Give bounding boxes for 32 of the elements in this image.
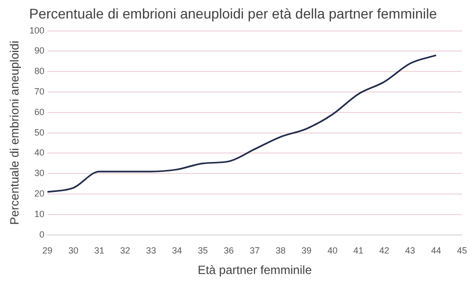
chart-title: Percentuale di embrioni aneuploidi per età della partner femminile xyxy=(29,5,438,22)
y-tick-label: 80 xyxy=(34,66,44,76)
y-tick-label: 90 xyxy=(34,46,44,56)
y-tick-label: 70 xyxy=(34,86,44,96)
x-tick-label: 33 xyxy=(146,246,156,256)
y-tick-label: 40 xyxy=(34,148,44,158)
line-series xyxy=(47,54,437,193)
x-tick-label: 31 xyxy=(94,246,104,256)
x-tick-label: 40 xyxy=(327,246,338,256)
y-tick-label: 50 xyxy=(34,127,44,138)
y-tick-label: 100 xyxy=(29,25,44,36)
x-tick-label: 30 xyxy=(68,246,78,256)
x-axis-title: Età partner femminile xyxy=(198,263,312,278)
x-tick-label: 29 xyxy=(42,246,52,256)
y-tick-label: 60 xyxy=(34,106,44,117)
x-tick-label: 44 xyxy=(431,246,442,256)
y-tick-label: 20 xyxy=(34,188,44,198)
x-tick-label: 42 xyxy=(379,246,390,256)
y-axis-title: Percentuale di embrioni aneuploidi xyxy=(8,40,22,225)
x-tick-label: 34 xyxy=(172,246,182,256)
y-tick-label: 10 xyxy=(34,208,44,219)
x-tick-label: 45 xyxy=(456,246,468,256)
x-tick-label: 43 xyxy=(405,246,416,256)
x-tick-label: 37 xyxy=(250,246,260,256)
x-tick-label: 35 xyxy=(198,246,208,256)
x-tick-label: 36 xyxy=(224,246,234,256)
x-tick-label: 39 xyxy=(302,246,312,256)
x-tick-label: 38 xyxy=(276,246,286,256)
x-tick-label: 32 xyxy=(120,246,130,256)
y-tick-label: 0 xyxy=(39,229,44,240)
x-tick-label: 41 xyxy=(353,246,364,256)
y-tick-label: 30 xyxy=(34,168,44,178)
